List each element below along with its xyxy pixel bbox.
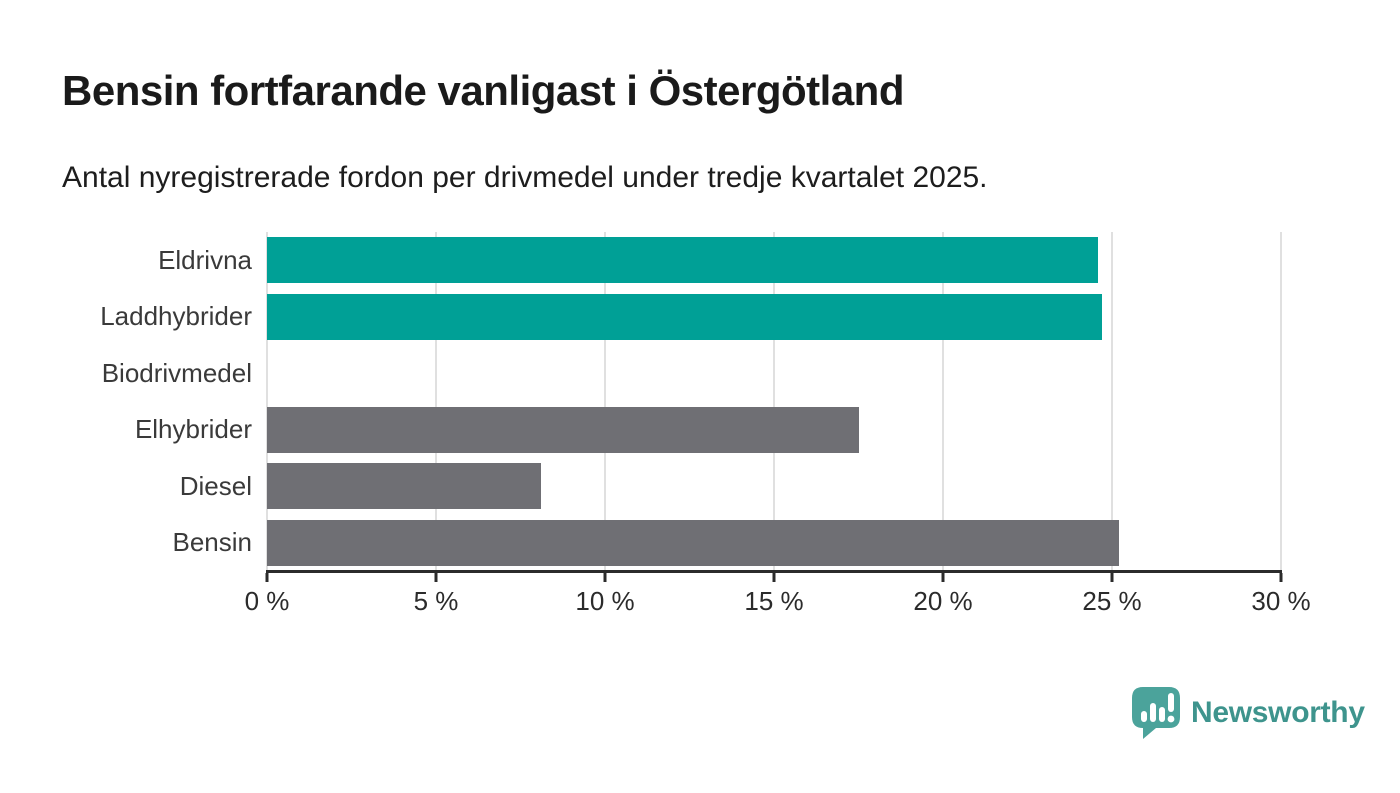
x-tick-label: 20 % [913, 586, 973, 616]
category-label: Biodrivmedel [101, 357, 252, 388]
gridline [942, 232, 944, 571]
x-tick-label: 5 % [413, 586, 459, 616]
gridline [773, 232, 775, 571]
newsworthy-brand-link[interactable]: Newsworthy [1131, 686, 1365, 740]
bar-elhybrider [267, 406, 859, 453]
x-axis-line [266, 570, 1282, 573]
tick-mark [434, 573, 438, 582]
tick-mark [265, 573, 269, 582]
gridline [266, 232, 268, 571]
tick-mark [941, 573, 945, 582]
category-label: Elhybrider [134, 414, 252, 445]
tick-mark [603, 573, 607, 582]
x-tick-label: 10 % [575, 586, 635, 616]
tick-mark [772, 573, 776, 582]
gridline [1280, 232, 1282, 571]
newsworthy-logo-icon [1131, 686, 1181, 740]
bar-eldrivna [267, 237, 1099, 284]
x-tick-label: 0 % [244, 586, 290, 616]
category-label: Diesel [179, 470, 252, 501]
category-label: Bensin [172, 527, 253, 558]
x-axis: 0 % 5 % 10 % 15 % 20 % 25 % 30 % [245, 570, 1311, 630]
gridline [1111, 232, 1113, 571]
tick-mark [1110, 573, 1114, 582]
x-tick-label: 25 % [1082, 586, 1142, 616]
chart-title: Bensin fortfarande vanligast i Östergötl… [62, 67, 904, 114]
tick-mark [1279, 573, 1283, 582]
gridline [604, 232, 606, 571]
plot-area [266, 232, 1282, 571]
category-label: Laddhybrider [100, 301, 252, 332]
bar-laddhybrider [267, 293, 1102, 340]
category-label: Eldrivna [158, 244, 252, 275]
chart-subtitle: Antal nyregistrerade fordon per drivmede… [62, 161, 988, 194]
x-tick-label: 30 % [1251, 586, 1311, 616]
bar-diesel [267, 463, 541, 510]
brand-name: Newsworthy [1191, 696, 1365, 729]
bar-bensin [267, 519, 1119, 566]
category-axis: Eldrivna Laddhybrider Biodrivmedel Elhyb… [0, 232, 252, 571]
x-tick-label: 15 % [744, 586, 804, 616]
gridline [435, 232, 437, 571]
